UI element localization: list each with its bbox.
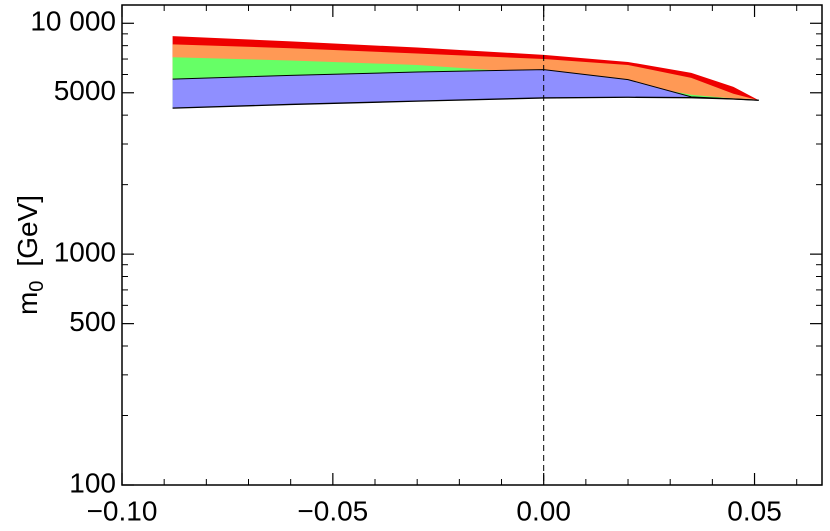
x-tick-label: 0.05	[727, 495, 782, 526]
x-tick-label: −0.05	[297, 495, 368, 526]
band-boundary	[172, 69, 759, 101]
y-tick-label: 10 000	[30, 6, 116, 37]
plot-frame	[121, 4, 823, 486]
x-tick-label: −0.10	[87, 495, 158, 526]
y-tick-label: 5000	[54, 75, 116, 106]
y-label-unit: [GeV]	[12, 195, 43, 267]
area-band	[172, 69, 759, 109]
y-tick-label: 500	[69, 306, 116, 337]
y-label-main: m	[12, 292, 43, 315]
y-tick-label: 100	[69, 467, 116, 498]
y-tick-label: 1000	[54, 237, 116, 268]
y-label-sub: 0	[26, 281, 48, 292]
y-axis-label: m0 [GeV]	[12, 195, 48, 315]
x-tick-label: 0.00	[516, 495, 571, 526]
